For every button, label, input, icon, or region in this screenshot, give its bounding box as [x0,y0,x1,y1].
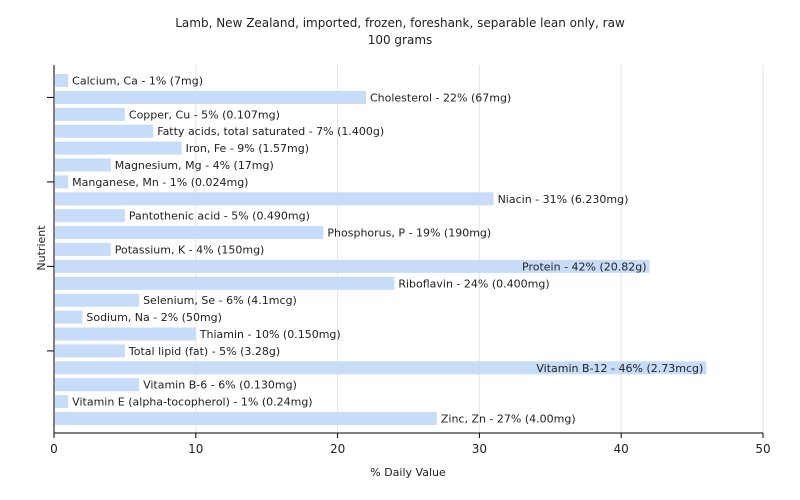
bar-label: Calcium, Ca - 1% (7mg) [72,75,203,88]
x-tick-label: 30 [472,442,487,456]
bar [55,395,69,409]
bar [55,361,707,375]
bar-label: Riboflavin - 24% (0.400mg) [398,277,549,290]
bar-label: Fatty acids, total saturated - 7% (1.400… [157,125,384,138]
x-tick-label: 40 [614,442,629,456]
bars: Calcium, Ca - 1% (7mg) Cholesterol - 22% … [55,74,707,426]
chart-title: Lamb, New Zealand, imported, frozen, for… [175,16,625,30]
bar [55,107,125,121]
bar-label: Protein - 42% (20.82g) [522,260,647,273]
bar-label: Vitamin B-12 - 46% (2.73mcg) [536,362,703,375]
bar-label: Sodium, Na - 2% (50mg) [86,311,222,324]
bar-label: Iron, Fe - 9% (1.57mg) [186,142,309,155]
bar [55,276,395,290]
bar-label: Selenium, Se - 6% (4.1mcg) [143,294,297,307]
x-tick-label: 0 [50,442,58,456]
bar-label: Vitamin B-6 - 6% (0.130mg) [143,379,297,392]
bar [55,412,437,425]
bar [55,124,154,138]
x-axis-title: % Daily Value [370,466,446,479]
bar [55,192,494,206]
bar [55,90,366,104]
axes: 0 10 20 30 40 50 [47,65,771,456]
bar [55,175,69,189]
bar-label: Cholesterol - 22% (67mg) [370,91,511,104]
bar [55,209,125,223]
bar-label: Potassium, K - 4% (150mg) [115,244,265,257]
bar-label: Vitamin E (alpha-tocopherol) - 1% (0.24m… [72,396,312,409]
bar [55,293,140,307]
bar [55,378,140,392]
bar [55,327,196,341]
bar [55,226,324,240]
bar-label: Zinc, Zn - 27% (4.00mg) [441,413,576,426]
bar [55,310,83,324]
bar [55,141,182,155]
bar-label: Copper, Cu - 5% (0.107mg) [129,108,280,121]
bar-label: Manganese, Mn - 1% (0.024mg) [72,176,248,189]
bar-label: Magnesium, Mg - 4% (17mg) [115,159,274,172]
bar-label: Total lipid (fat) - 5% (3.28g) [128,345,280,358]
x-tick-label: 20 [330,442,345,456]
bar [55,344,125,358]
bar-label: Niacin - 31% (6.230mg) [498,193,629,206]
y-axis-title: Nutrient [35,225,48,271]
x-tick-label: 10 [188,442,203,456]
x-tick-label: 50 [755,442,770,456]
chart-subtitle: 100 grams [368,33,433,47]
bar [55,259,650,273]
bar-label: Pantothenic acid - 5% (0.490mg) [129,210,310,223]
bar-label: Thiamin - 10% (0.150mg) [199,328,341,341]
bar-label: Phosphorus, P - 19% (190mg) [327,227,491,240]
bar [55,74,69,87]
bar [55,158,111,172]
bar [55,243,111,256]
